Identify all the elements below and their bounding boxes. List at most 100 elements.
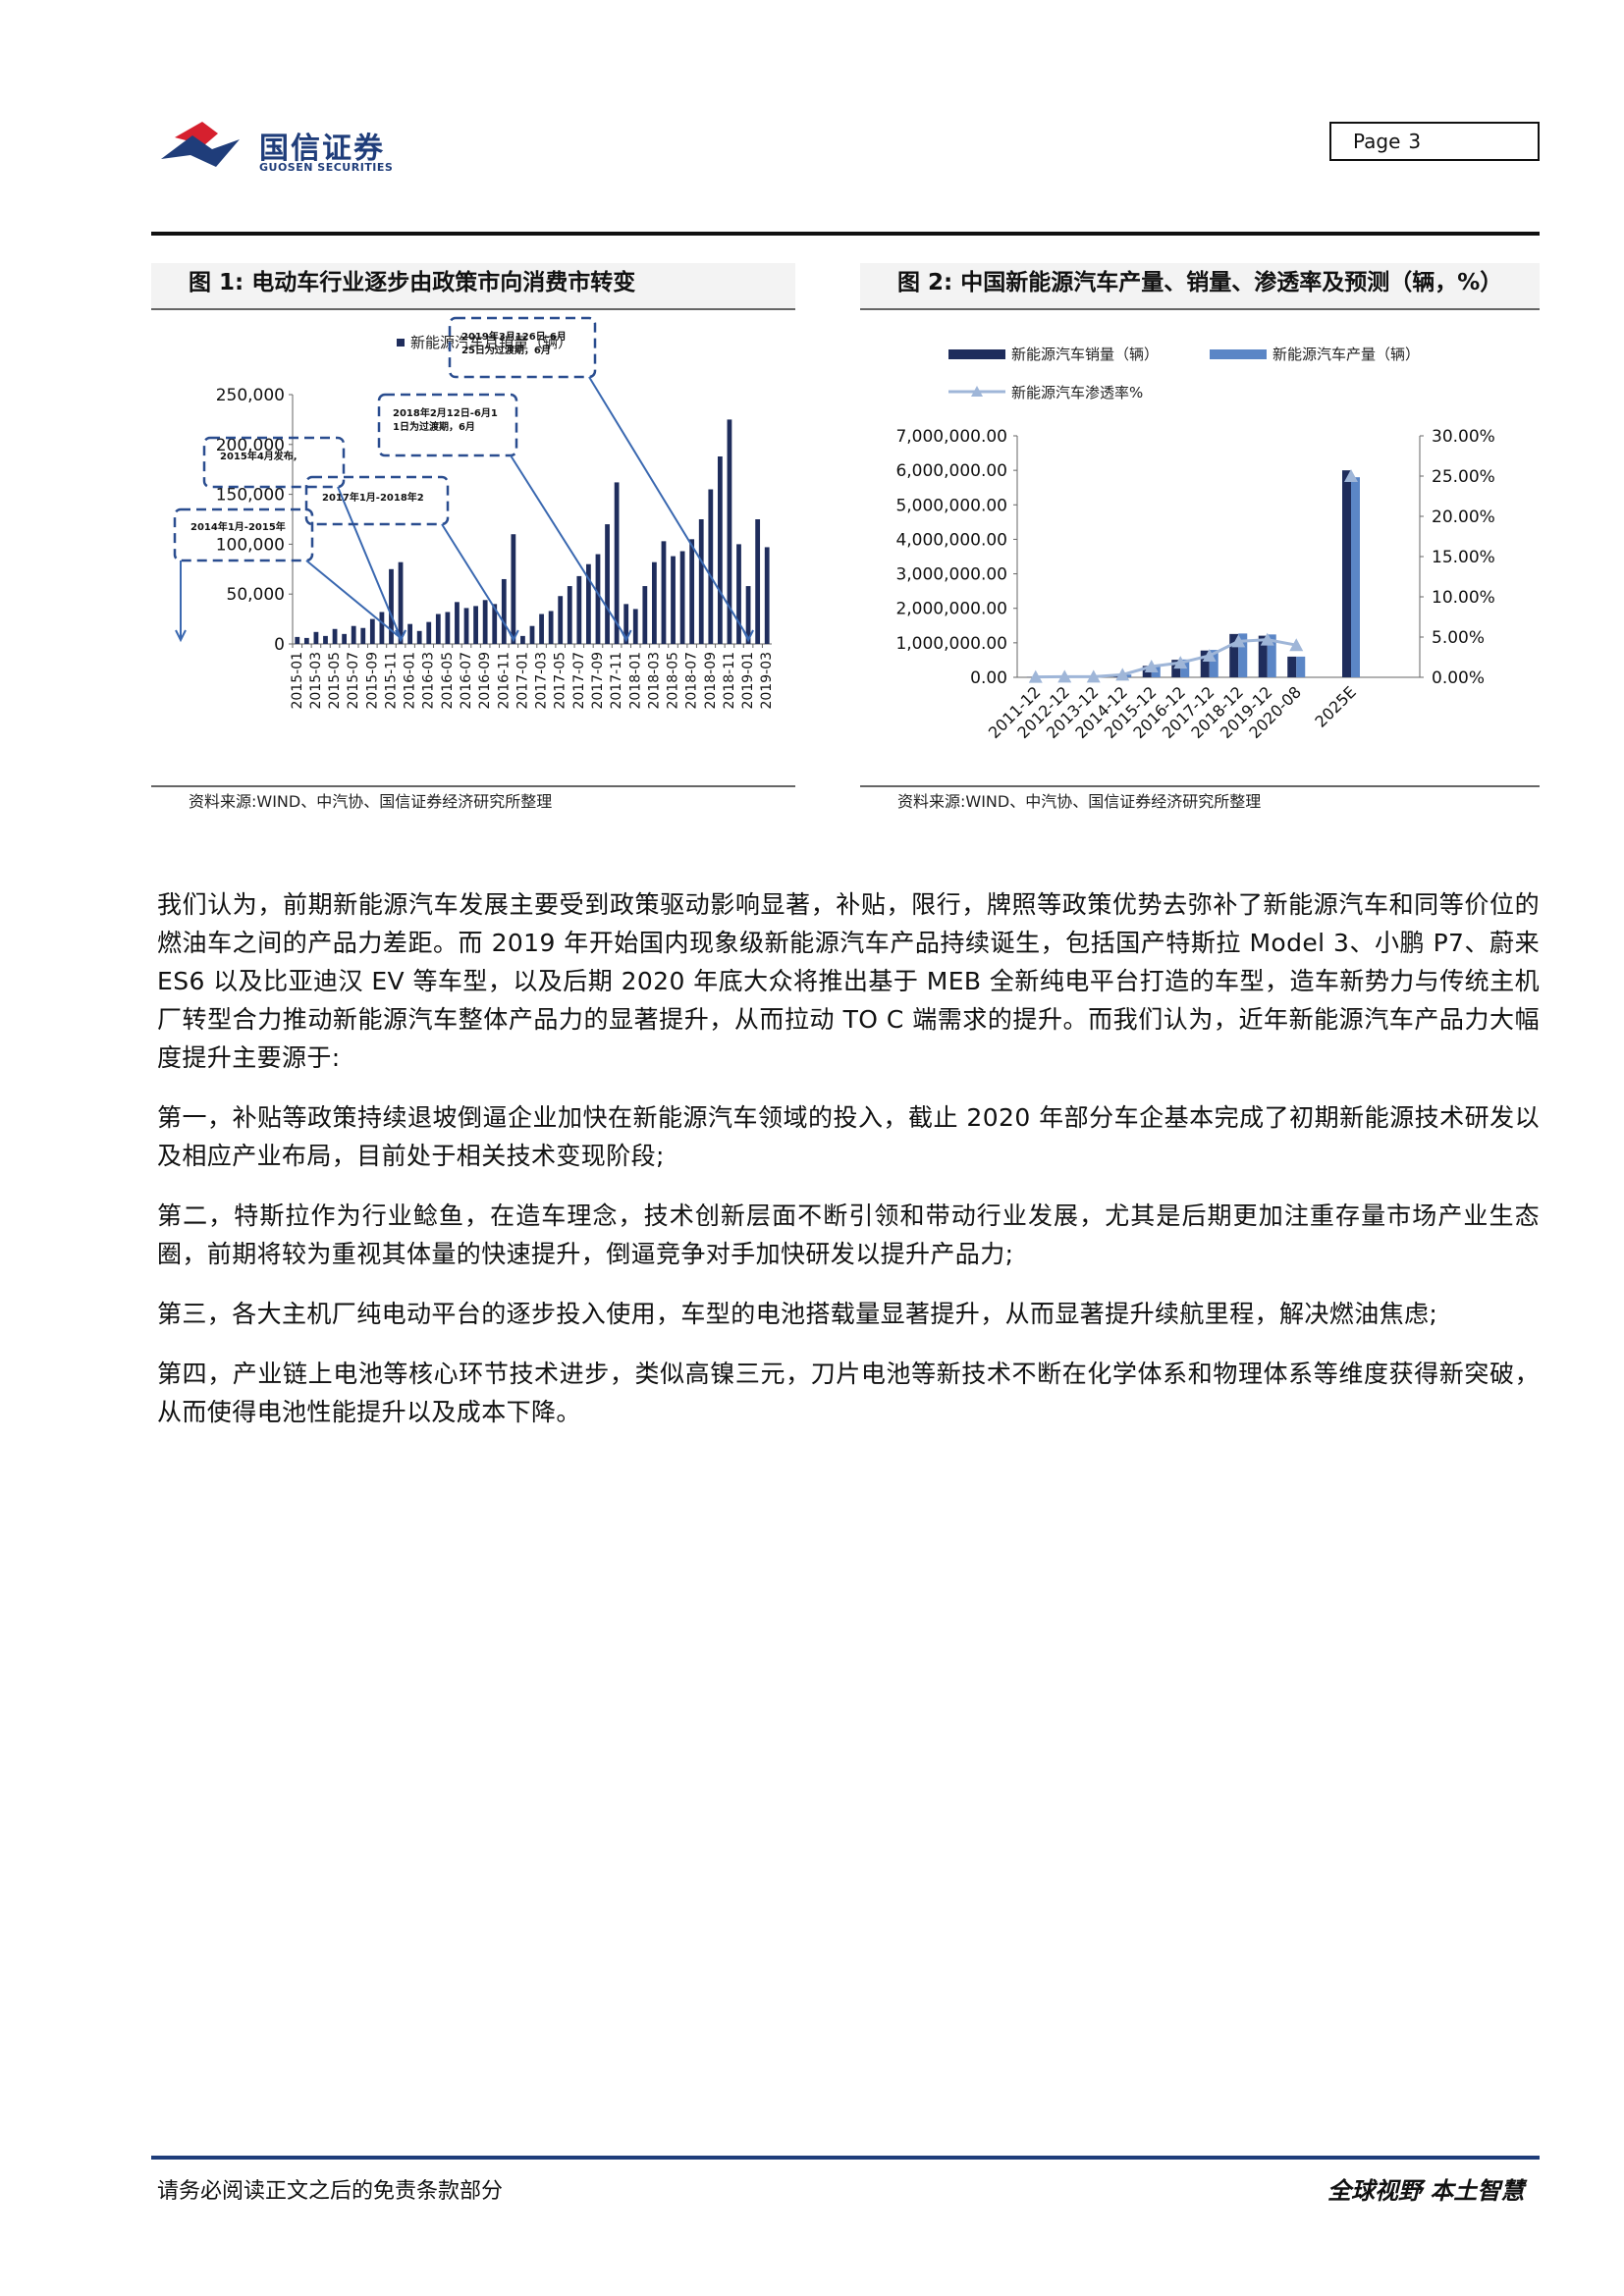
bar bbox=[416, 630, 422, 644]
x-tick-label: 2016-11 bbox=[496, 652, 512, 710]
bar bbox=[652, 561, 657, 644]
bar-production bbox=[1351, 477, 1360, 677]
x-tick-label: 2018-11 bbox=[722, 652, 737, 710]
bar bbox=[529, 625, 535, 644]
bar bbox=[698, 519, 704, 644]
bar-production bbox=[1296, 656, 1306, 677]
bar bbox=[473, 606, 478, 644]
y2-tick-label: 20.00% bbox=[1432, 507, 1495, 527]
bar bbox=[576, 575, 582, 644]
legend-label: 新能源汽车月销量（辆） bbox=[410, 334, 572, 351]
bar bbox=[567, 586, 572, 644]
bar bbox=[379, 612, 385, 644]
marker-penetration bbox=[1057, 669, 1072, 683]
bar bbox=[463, 608, 469, 644]
bar bbox=[539, 614, 544, 644]
x-tick-label: 2016-03 bbox=[421, 652, 437, 710]
bar bbox=[407, 623, 412, 644]
bar bbox=[501, 578, 507, 644]
y-tick-label: 3,000,000.00 bbox=[895, 565, 1007, 585]
annotation-box bbox=[173, 507, 314, 562]
marker-penetration bbox=[1115, 667, 1130, 681]
y-tick-label: 1,000,000.00 bbox=[895, 634, 1007, 654]
annotation-arrowhead bbox=[620, 629, 632, 643]
bar bbox=[520, 635, 525, 644]
bar bbox=[482, 600, 488, 644]
bar bbox=[511, 534, 516, 644]
annotation-text: 2018年2月12日-6月1 1日为过渡期，6月 bbox=[393, 406, 498, 433]
x-tick-label: 2017-09 bbox=[590, 652, 606, 710]
y-tick-label: 150,000 bbox=[216, 486, 285, 506]
annotation-arrowhead bbox=[175, 629, 187, 643]
legend-label-production: 新能源汽车产量（辆） bbox=[1272, 346, 1420, 363]
bar bbox=[351, 625, 356, 644]
x-tick-label: 2018-01 bbox=[627, 652, 643, 710]
annotation-box bbox=[202, 436, 346, 489]
y-tick-label: 7,000,000.00 bbox=[895, 427, 1007, 447]
annotation-arrow bbox=[305, 560, 402, 639]
y-tick-label: 0.00 bbox=[970, 668, 1007, 688]
figure2-chart: 新能源汽车销量（辆） 新能源汽车产量（辆） 新能源汽车渗透率% 0.00 1,000,0… bbox=[895, 346, 1495, 742]
y2-tick-label: 30.00% bbox=[1432, 427, 1495, 447]
bar bbox=[445, 612, 451, 644]
y-tick-label: 100,000 bbox=[216, 535, 285, 555]
page-number: 3 bbox=[1408, 130, 1422, 153]
marker-penetration bbox=[1144, 660, 1159, 673]
y-tick-label: 4,000,000.00 bbox=[895, 530, 1007, 550]
bar bbox=[642, 586, 648, 644]
bar bbox=[303, 637, 309, 644]
bar bbox=[342, 633, 348, 644]
x-tick-label: 2019-01 bbox=[740, 652, 756, 710]
paragraph-fourth: 第四，产业链上电池等核心环节技术进步，类似高镍三元，刀片电池等新技术不断在化学体… bbox=[157, 1360, 1540, 1426]
legend-swatch-production bbox=[1210, 349, 1267, 359]
company-logo bbox=[161, 122, 240, 167]
bar bbox=[332, 628, 338, 644]
y-tick-label: 6,000,000.00 bbox=[895, 461, 1007, 481]
legend-marker-penetration bbox=[971, 386, 983, 397]
marker-penetration bbox=[1231, 634, 1246, 648]
x-tick-label: 2016-05 bbox=[440, 652, 456, 710]
paragraph-first: 第一，补贴等政策持续退坡倒逼企业加快在新能源汽车领域的投入，截止 2020 年部… bbox=[157, 1103, 1540, 1170]
x-tick-label: 2017-01 bbox=[514, 652, 530, 710]
bar-production bbox=[1209, 650, 1218, 677]
x-tick-label: 2015-09 bbox=[364, 652, 380, 710]
bar-production bbox=[1238, 633, 1248, 677]
bar bbox=[745, 586, 751, 644]
page-indicator: Page 3 bbox=[1329, 122, 1540, 161]
figure1-title: 图 1: 电动车行业逐步由政策市向消费市转变 bbox=[151, 263, 795, 310]
legend-label-penetration: 新能源汽车渗透率% bbox=[1011, 384, 1143, 401]
annotation-arrowhead bbox=[395, 629, 406, 643]
footer-disclaimer: 请务必阅读正文之后的免责条款部分 bbox=[157, 2179, 504, 2204]
x-tick-label: 2016-01 bbox=[403, 652, 418, 710]
annotation-box bbox=[377, 393, 518, 457]
logo-name-en: GUOSEN SECURITIES bbox=[259, 161, 394, 174]
annotation-box bbox=[448, 316, 597, 379]
y2-tick-label: 10.00% bbox=[1432, 588, 1495, 608]
bar bbox=[295, 636, 300, 644]
legend-label-sales: 新能源汽车销量（辆） bbox=[1011, 346, 1159, 363]
bar bbox=[661, 541, 667, 644]
line-penetration bbox=[1035, 638, 1297, 679]
y2-tick-label: 5.00% bbox=[1432, 628, 1485, 648]
x-tick-label: 2017-03 bbox=[534, 652, 550, 710]
y-tick-label: 50,000 bbox=[227, 585, 285, 605]
x-tick-label: 2016-07 bbox=[459, 652, 474, 710]
header-rule bbox=[151, 232, 1540, 236]
bar-production bbox=[1122, 674, 1132, 677]
marker-penetration bbox=[1289, 638, 1304, 652]
y2-tick-label: 25.00% bbox=[1432, 467, 1495, 487]
marker-penetration bbox=[1028, 669, 1043, 683]
logo-red-shape bbox=[175, 122, 218, 145]
y-tick-label: 0 bbox=[274, 635, 285, 655]
marker-penetration bbox=[1260, 632, 1274, 646]
page-label: Page bbox=[1353, 130, 1401, 153]
x-tick-label: 2018-03 bbox=[646, 652, 662, 710]
x-tick-label: 2019-03 bbox=[759, 652, 775, 710]
x-tick-label: 2018-07 bbox=[684, 652, 700, 710]
y-tick-label: 250,000 bbox=[216, 386, 285, 405]
bar bbox=[398, 561, 404, 644]
bar bbox=[671, 556, 676, 644]
annotation-arrow bbox=[441, 523, 514, 639]
logo-name: 国信证券 bbox=[259, 132, 385, 166]
bar bbox=[764, 547, 770, 644]
